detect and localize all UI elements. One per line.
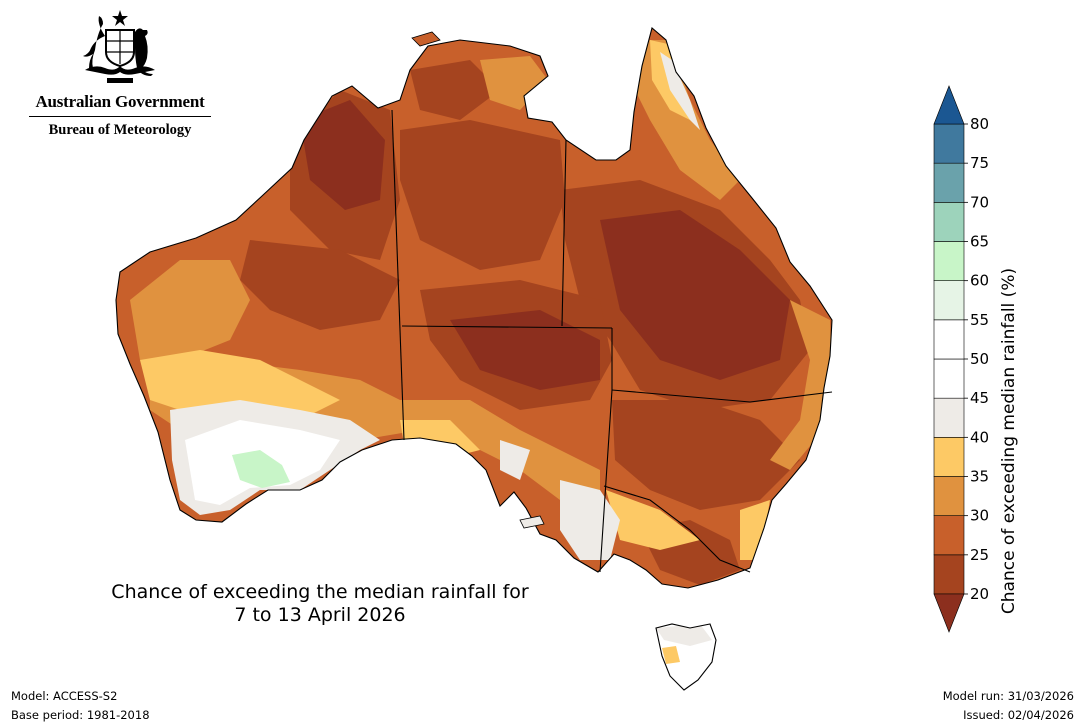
colorbar-band-25-30 [933,515,965,556]
colorbar-band-30-35 [933,476,965,516]
colorbar-tick-label: 45 [970,389,989,407]
region-queensland-core [600,210,790,380]
region-centre-core [450,310,600,390]
region-yellow-victoria [606,490,700,550]
bom-logo: Australian Government Bureau of Meteorol… [20,8,220,139]
region-east-coast [770,300,832,470]
mainland-shading [116,28,832,588]
colorbar-band-40-45 [933,397,965,438]
nsw-vic-border [603,485,751,573]
tasmania-coastline [655,623,717,691]
base-period: Base period: 1981-2018 [11,708,150,722]
region-nsw [612,400,800,510]
colorbar-bands [933,85,965,633]
colorbar-tick-label: 20 [970,585,989,603]
colorbar-tick-label: 75 [970,154,989,172]
divider [29,116,211,117]
region-nt-north [400,120,565,270]
issued-date: Issued: 02/04/2026 [963,708,1074,722]
map-title-line1: Chance of exceeding the median rainfall … [111,581,529,603]
region-wa-interior [240,240,400,330]
rainfall-outlook-map [115,27,833,691]
footer-right: Model run: 31/03/2026 Issued: 02/04/2026 [943,687,1074,725]
colorbar-band-75-80 [933,123,965,164]
kangaroo-island [519,515,545,529]
tasmania-shading [656,624,716,690]
mainland-coastline [115,27,833,589]
colorbar-tick-label: 35 [970,468,989,486]
colorbar-tick-label: 55 [970,311,989,329]
colorbar-band-65-70 [933,202,965,242]
colorbar-band-60-65 [933,241,965,281]
qld-nsw-border [611,389,833,403]
coat-of-arms-icon [83,10,155,83]
colorbar-band-70-75 [933,162,965,203]
region-grey-cape [660,52,700,130]
model-run-date: Model run: 31/03/2026 [942,689,1074,703]
colorbar-band-50-55 [933,319,965,360]
colorbar-band-20-25 [933,554,965,595]
colorbar-legend: 20 25 30 35 40 45 50 55 60 65 70 75 80 Chance of exc… [933,85,1019,633]
colorbar-tick-label: 25 [970,546,989,564]
colorbar-ticks: 20 25 30 35 40 45 50 55 60 65 70 75 80 [964,115,989,603]
nt-qld-border [561,139,567,327]
map-title-line2: 7 to 13 April 2026 [234,604,406,626]
colorbar-over-arrow [933,85,965,125]
colorbar-band-45-50 [933,358,965,399]
colorbar-tick-label: 70 [970,193,989,211]
region-yellow-wa [140,350,340,420]
colorbar-tick-label: 30 [970,507,989,525]
colorbar-tick-label: 40 [970,428,989,446]
agency-name: Bureau of Meteorology [48,122,192,138]
state-borders [391,109,833,573]
footer-left: Model: ACCESS-S2 Base period: 1981-2018 [11,687,150,725]
region-kimberley-core [300,100,385,210]
region-top-end [410,60,500,120]
colorbar-tick-label: 60 [970,272,989,290]
region-wa-west [130,260,250,360]
colorbar-band-35-40 [933,437,965,477]
colorbar-label: Chance of exceeding median rainfall (%) [999,268,1019,614]
region-yellow-nsw-coast [740,500,770,560]
colorbar-tick-label: 80 [970,115,989,133]
colorbar-tick-label: 50 [970,350,989,368]
region-grey-eyre [500,440,530,480]
model-name: Model: ACCESS-S2 [11,689,118,703]
region-green-sw [232,450,290,488]
colorbar-under-arrow [933,593,965,633]
government-name: Australian Government [35,92,205,111]
colorbar-band-55-60 [933,280,965,321]
colorbar-tick-label: 65 [970,233,989,251]
nt-sa-border [401,325,613,329]
wa-border [391,109,405,441]
map-title: Chance of exceeding the median rainfall … [70,581,570,627]
melville-island [411,31,441,47]
